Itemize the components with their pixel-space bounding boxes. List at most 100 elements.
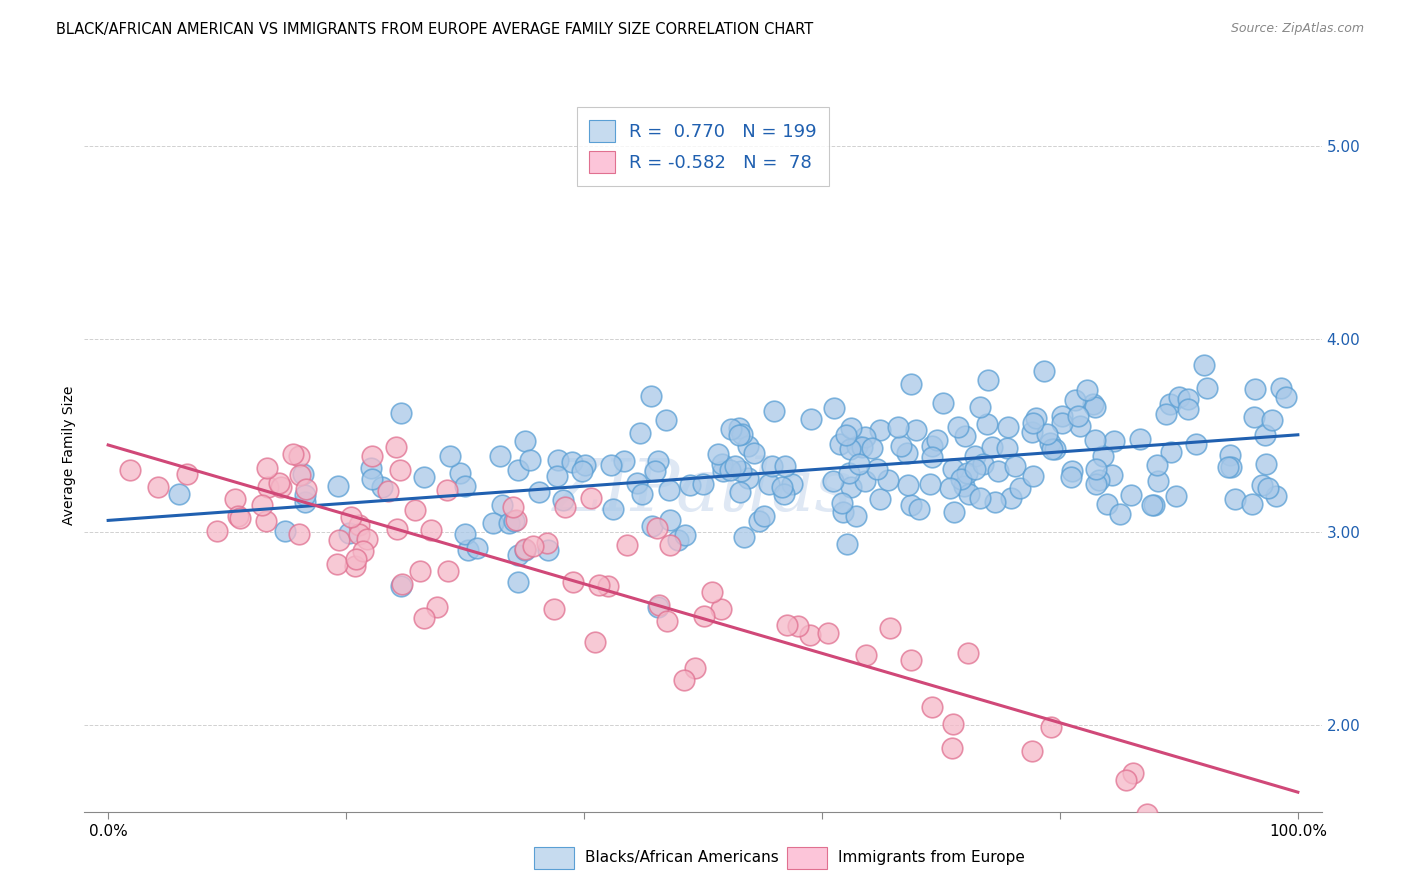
Point	[360, 472, 382, 486]
Point	[980, 440, 1002, 454]
Point	[939, 481, 962, 495]
Point	[571, 464, 593, 478]
Point	[948, 419, 970, 434]
Point	[522, 539, 544, 553]
Point	[728, 485, 751, 500]
Point	[370, 480, 392, 494]
Point	[1146, 458, 1168, 472]
Point	[657, 614, 679, 628]
Point	[328, 479, 350, 493]
Point	[281, 447, 304, 461]
Point	[1039, 435, 1062, 450]
Point	[752, 508, 775, 523]
Point	[360, 461, 382, 475]
Point	[409, 564, 432, 578]
Point	[294, 482, 316, 496]
Point	[513, 543, 536, 558]
Point	[1159, 397, 1181, 411]
Point	[823, 401, 845, 416]
Point	[668, 533, 690, 547]
Point	[921, 450, 943, 465]
Point	[817, 625, 839, 640]
Y-axis label: Average Family Size: Average Family Size	[62, 385, 76, 524]
Point	[340, 509, 363, 524]
Point	[506, 548, 529, 562]
Point	[869, 492, 891, 507]
Point	[848, 457, 870, 471]
Point	[176, 467, 198, 481]
Point	[288, 450, 311, 464]
Point	[288, 468, 311, 483]
Point	[254, 514, 277, 528]
Point	[963, 461, 986, 475]
Point	[347, 526, 370, 541]
Point	[588, 578, 610, 592]
Point	[513, 434, 536, 448]
Point	[554, 500, 576, 514]
Point	[763, 404, 786, 418]
Point	[169, 486, 191, 500]
Point	[1095, 498, 1118, 512]
Point	[921, 439, 943, 453]
Point	[1140, 498, 1163, 512]
Point	[976, 417, 998, 431]
Point	[1254, 427, 1277, 442]
Point	[613, 454, 636, 468]
Text: Source: ZipAtlas.com: Source: ZipAtlas.com	[1230, 22, 1364, 36]
Point	[616, 538, 638, 552]
Point	[1195, 381, 1218, 395]
Point	[489, 450, 512, 464]
Point	[294, 487, 316, 501]
Point	[1142, 499, 1164, 513]
Point	[628, 425, 651, 440]
Point	[675, 528, 697, 542]
Point	[412, 611, 434, 625]
Point	[1062, 464, 1084, 478]
Point	[995, 441, 1018, 455]
Point	[731, 427, 754, 442]
Point	[905, 423, 928, 437]
Point	[1119, 487, 1142, 501]
Point	[1025, 410, 1047, 425]
Point	[953, 479, 976, 493]
Point	[866, 461, 889, 475]
Point	[869, 423, 891, 437]
Point	[776, 618, 799, 632]
Point	[941, 741, 963, 756]
Point	[1040, 442, 1063, 457]
Point	[647, 521, 669, 535]
Point	[956, 646, 979, 660]
Point	[1040, 720, 1063, 734]
Point	[1088, 473, 1111, 487]
Point	[1218, 460, 1240, 475]
Point	[647, 454, 669, 468]
Point	[1108, 508, 1130, 522]
Point	[384, 440, 406, 454]
Point	[344, 551, 367, 566]
Point	[1223, 492, 1246, 507]
Point	[505, 513, 527, 527]
Point	[224, 492, 246, 507]
Text: BLACK/AFRICAN AMERICAN VS IMMIGRANTS FROM EUROPE AVERAGE FAMILY SIZE CORRELATION: BLACK/AFRICAN AMERICAN VS IMMIGRANTS FRO…	[56, 22, 814, 37]
Point	[389, 406, 412, 420]
Point	[800, 411, 823, 425]
Point	[685, 661, 707, 675]
Point	[853, 430, 876, 444]
Point	[229, 511, 252, 525]
Point	[482, 516, 505, 530]
Point	[1115, 772, 1137, 787]
Point	[419, 524, 441, 538]
Point	[1021, 744, 1043, 758]
Point	[932, 395, 955, 409]
Point	[733, 530, 755, 544]
Point	[949, 472, 972, 486]
Point	[853, 474, 876, 488]
Point	[1168, 390, 1191, 404]
Point	[1004, 458, 1026, 473]
Point	[626, 475, 648, 490]
Point	[724, 458, 747, 473]
Point	[799, 628, 821, 642]
Point	[1043, 442, 1066, 456]
Point	[1154, 407, 1177, 421]
Point	[250, 498, 273, 512]
